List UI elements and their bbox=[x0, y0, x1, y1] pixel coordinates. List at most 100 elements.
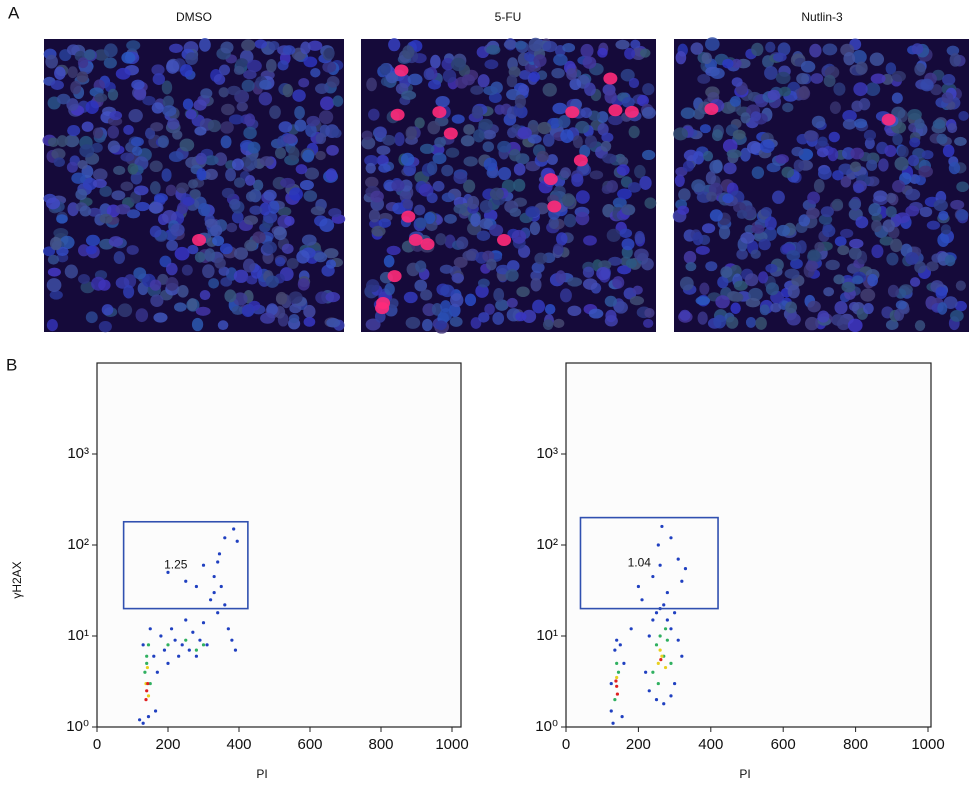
nucleus bbox=[310, 206, 326, 216]
nucleus bbox=[366, 77, 377, 92]
nucleus bbox=[506, 74, 518, 88]
stained-nucleus bbox=[624, 105, 639, 118]
nucleus bbox=[498, 166, 512, 181]
nucleus bbox=[956, 181, 969, 193]
nucleus bbox=[219, 243, 233, 255]
nucleus bbox=[489, 187, 504, 201]
x-tick-label: 1000 bbox=[435, 736, 468, 753]
nucleus bbox=[513, 178, 526, 192]
nucleus bbox=[323, 248, 339, 259]
nucleus bbox=[932, 118, 946, 130]
nucleus bbox=[705, 37, 720, 51]
nucleus bbox=[79, 144, 95, 158]
nucleus bbox=[683, 250, 697, 264]
image-title: Nutlin-3 bbox=[801, 10, 843, 24]
nucleus bbox=[506, 127, 518, 139]
event-point bbox=[660, 654, 664, 658]
nucleus bbox=[781, 166, 795, 178]
nucleus bbox=[324, 47, 335, 59]
event-point bbox=[145, 689, 149, 693]
nucleus bbox=[850, 147, 865, 160]
event-point bbox=[144, 698, 148, 702]
micrograph bbox=[42, 37, 346, 333]
nucleus bbox=[950, 199, 965, 210]
nucleus bbox=[823, 287, 835, 297]
nucleus bbox=[575, 211, 590, 226]
nucleus bbox=[842, 118, 857, 130]
nucleus bbox=[115, 67, 131, 80]
nucleus bbox=[759, 304, 770, 316]
event-point bbox=[162, 648, 167, 652]
nucleus bbox=[515, 40, 527, 50]
nucleus bbox=[954, 300, 967, 312]
nucleus bbox=[85, 100, 99, 115]
nucleus bbox=[456, 236, 469, 250]
nucleus bbox=[890, 238, 903, 253]
nucleus bbox=[234, 247, 249, 260]
nucleus bbox=[809, 43, 822, 58]
nucleus bbox=[236, 101, 248, 112]
nucleus bbox=[64, 264, 78, 279]
nucleus bbox=[533, 54, 547, 67]
nucleus bbox=[709, 209, 723, 222]
y-tick-label: 10³ bbox=[67, 445, 89, 462]
nucleus bbox=[202, 264, 215, 279]
event-point bbox=[618, 643, 622, 647]
nucleus bbox=[786, 250, 801, 261]
nucleus bbox=[634, 164, 646, 179]
nucleus bbox=[777, 42, 791, 56]
nucleus bbox=[402, 198, 414, 210]
nucleus bbox=[936, 133, 948, 145]
nucleus bbox=[620, 68, 635, 82]
nucleus bbox=[560, 288, 572, 303]
nucleus bbox=[926, 220, 941, 230]
event-point bbox=[145, 654, 149, 658]
event-point bbox=[614, 679, 618, 683]
nucleus bbox=[450, 293, 464, 308]
nucleus bbox=[796, 240, 807, 254]
nucleus bbox=[94, 93, 108, 103]
nucleus bbox=[621, 238, 635, 251]
nucleus bbox=[855, 61, 868, 75]
nucleus bbox=[280, 177, 295, 188]
nucleus bbox=[513, 163, 526, 176]
nucleus bbox=[325, 259, 337, 269]
nucleus bbox=[476, 230, 491, 241]
nucleus bbox=[942, 144, 955, 158]
nucleus bbox=[382, 134, 396, 146]
nucleus bbox=[784, 268, 800, 279]
nucleus bbox=[185, 52, 199, 65]
gate-percentage: 1.04 bbox=[628, 555, 652, 569]
nucleus bbox=[529, 221, 541, 236]
nucleus bbox=[366, 279, 380, 293]
nucleus bbox=[767, 89, 781, 101]
nucleus bbox=[949, 53, 961, 67]
nucleus bbox=[726, 149, 742, 159]
nucleus bbox=[104, 43, 118, 58]
nucleus bbox=[473, 129, 485, 143]
event-point bbox=[660, 524, 664, 529]
nucleus bbox=[394, 132, 405, 147]
nucleus bbox=[368, 108, 380, 121]
nucleus bbox=[505, 269, 519, 282]
nucleus bbox=[229, 198, 241, 210]
event-point bbox=[651, 618, 655, 622]
nucleus bbox=[325, 292, 341, 303]
event-point bbox=[155, 670, 159, 674]
nucleus bbox=[198, 202, 211, 217]
nucleus bbox=[98, 279, 111, 291]
nucleus bbox=[940, 224, 952, 235]
nucleus bbox=[531, 262, 545, 274]
nucleus bbox=[128, 109, 143, 123]
nucleus bbox=[885, 192, 897, 204]
nucleus bbox=[534, 252, 548, 265]
event-point bbox=[138, 718, 142, 722]
nucleus bbox=[77, 57, 89, 69]
nucleus bbox=[751, 224, 765, 234]
nucleus bbox=[386, 72, 399, 84]
nucleus bbox=[760, 206, 772, 217]
nucleus bbox=[435, 233, 447, 246]
nucleus bbox=[820, 206, 834, 218]
nucleus bbox=[548, 217, 559, 229]
stained-nucleus bbox=[394, 64, 409, 77]
